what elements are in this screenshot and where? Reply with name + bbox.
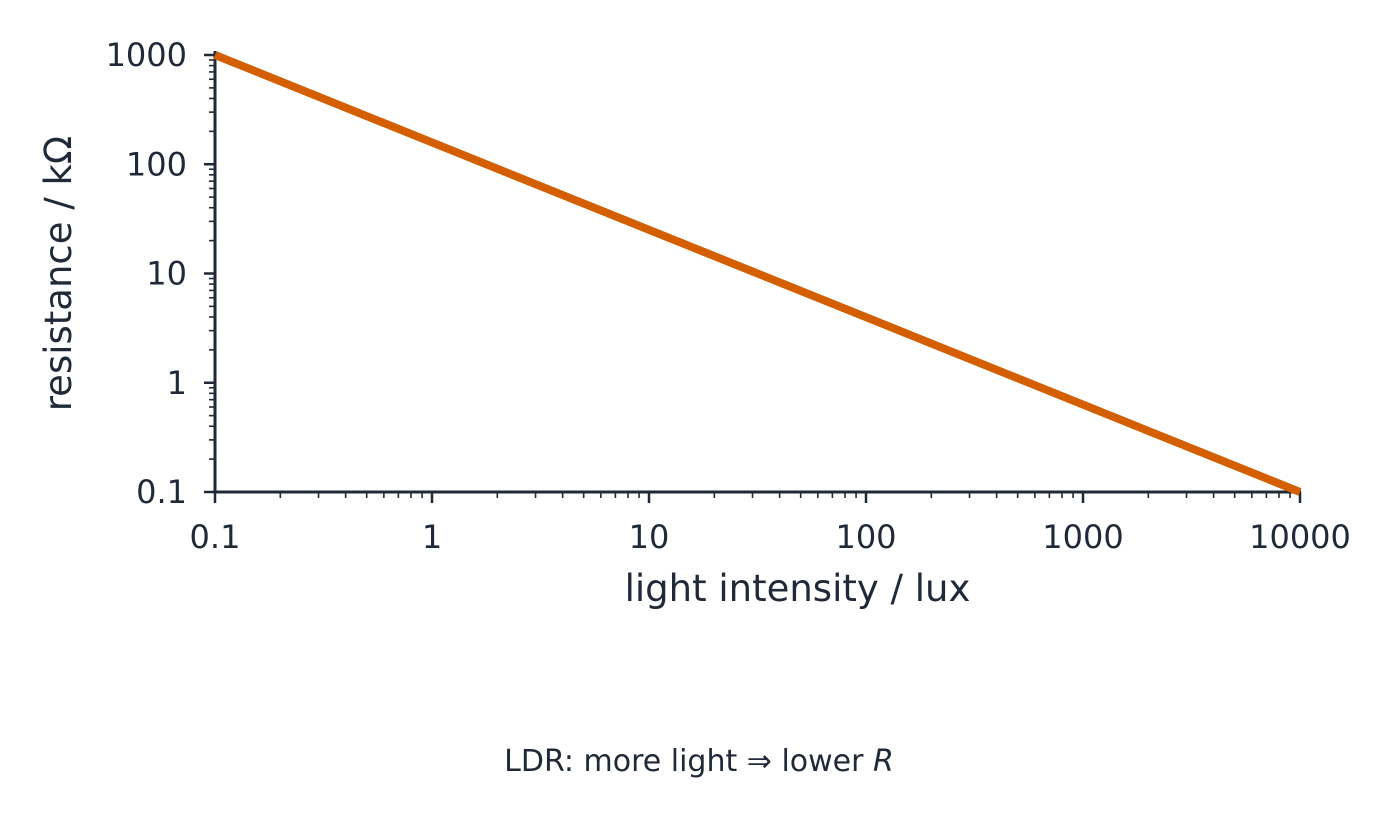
x-tick-labels: 0.1 1 10 100 1000 10000 [190, 518, 1351, 556]
x-axis-title: light intensity / lux [625, 567, 971, 610]
x-tick-label: 0.1 [190, 518, 241, 556]
caption-text: LDR: more light ⇒ lower [504, 744, 874, 779]
x-tick-label: 1000 [1042, 518, 1123, 556]
x-tick-label: 1 [422, 518, 442, 556]
minor-ticks [209, 59, 1291, 498]
y-tick-label: 1000 [106, 36, 187, 74]
y-tick-label: 1 [167, 364, 187, 402]
series-line [213, 51, 1302, 496]
y-tick-label: 0.1 [136, 473, 187, 511]
y-tick-label: 100 [126, 145, 187, 183]
x-tick-label: 10 [629, 518, 670, 556]
series-layer [213, 51, 1302, 496]
y-tick-labels: 0.1 1 10 100 1000 [106, 36, 187, 511]
major-ticks [204, 53, 1302, 503]
y-tick-label: 10 [146, 255, 187, 293]
x-tick-label: 100 [835, 518, 896, 556]
y-axis-title: resistance / kΩ [37, 136, 80, 411]
caption-symbol: R [873, 744, 894, 779]
chart-caption: LDR: more light ⇒ lower R [0, 744, 1398, 779]
x-tick-label: 10000 [1249, 518, 1351, 556]
